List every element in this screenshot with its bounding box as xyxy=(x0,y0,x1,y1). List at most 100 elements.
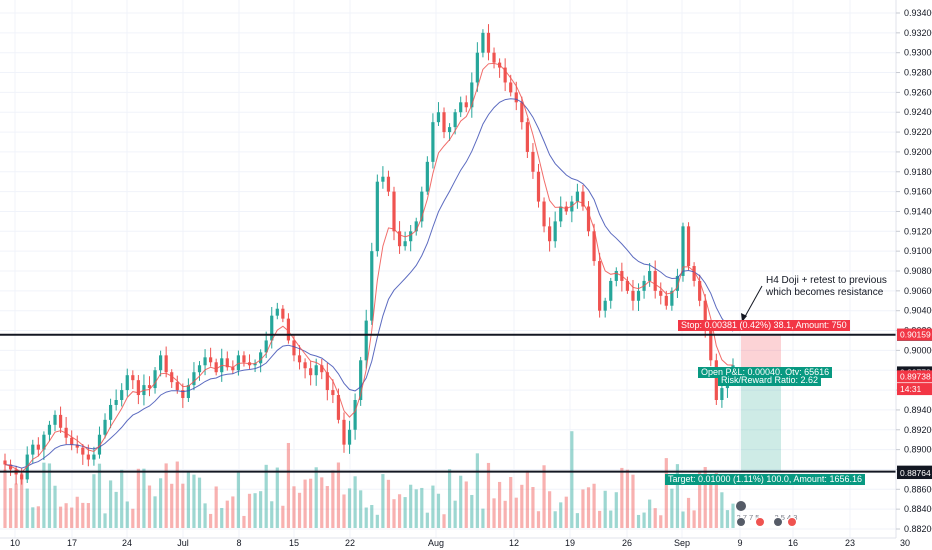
volume-bar xyxy=(153,496,157,528)
candle-body xyxy=(659,290,663,296)
candle-body xyxy=(381,176,385,182)
candle-body xyxy=(186,385,190,399)
time-axis[interactable]: 10 17 24 Jul 8 15 22 Aug 12 19 26 Sep 9 16 23 30 xyxy=(10,538,910,548)
candle-body xyxy=(253,363,257,366)
price-tag-bg xyxy=(897,467,932,480)
stop-zone xyxy=(741,334,781,373)
grid-lines xyxy=(0,0,896,538)
volume-bar xyxy=(598,510,602,528)
candle-body xyxy=(703,300,707,331)
volume-bar xyxy=(414,489,418,528)
event-flag-icon[interactable] xyxy=(773,517,783,527)
risk-reward-label[interactable]: Risk/Reward Ratio: 2.62 xyxy=(718,375,822,386)
candle-body xyxy=(525,122,529,152)
candle-body xyxy=(236,355,241,371)
candle-body xyxy=(392,191,396,232)
candle-body xyxy=(31,444,35,455)
price-tag-bg xyxy=(897,328,932,341)
volume-bar xyxy=(170,483,174,528)
volume-bar xyxy=(542,465,546,528)
candle-body xyxy=(36,444,40,450)
target-label[interactable]: Target: 0.01000 (1.11%) 100.0, Amount: 1… xyxy=(665,474,865,485)
volume-bar xyxy=(481,508,485,528)
open-pl-label[interactable]: Open P&L: 0.00040, Qty: 65616 xyxy=(698,367,833,378)
volume-bar xyxy=(386,479,391,528)
volume-bar xyxy=(353,476,357,528)
volume-bar xyxy=(520,484,524,528)
candle-body xyxy=(375,181,379,252)
candle-body xyxy=(542,201,546,227)
price-tag[interactable]: 0.88764 xyxy=(897,467,932,480)
candle-body xyxy=(364,320,368,361)
volume-bar xyxy=(25,488,29,528)
candle-body xyxy=(125,375,129,391)
event-marker-circle[interactable] xyxy=(736,501,746,511)
horizontal-levels[interactable] xyxy=(0,333,896,473)
volume-bar xyxy=(459,475,463,528)
price-tag-text: 0.90159 xyxy=(900,330,931,340)
volume-bar xyxy=(470,494,474,528)
event-flag-icon[interactable] xyxy=(755,517,765,527)
candle-body xyxy=(81,447,85,455)
volume-bar xyxy=(486,462,491,528)
volume-bar xyxy=(631,474,635,528)
candle-body xyxy=(103,419,107,435)
volume-bar xyxy=(125,501,129,528)
candle-body xyxy=(503,67,507,83)
volume-bar xyxy=(114,491,118,528)
time-tick-label: 24 xyxy=(122,538,132,548)
volume-bar xyxy=(175,461,179,528)
volume-bar xyxy=(375,514,379,528)
price-tag[interactable]: 0.90159 xyxy=(897,328,932,341)
candle-body xyxy=(431,122,435,162)
volume-bar xyxy=(81,502,85,528)
volume-bar xyxy=(714,473,718,528)
volume-bar xyxy=(14,483,18,528)
candle-body xyxy=(614,271,618,281)
volume-bar xyxy=(336,462,341,528)
annotation-callout[interactable] xyxy=(741,285,763,323)
event-flag-icon[interactable] xyxy=(787,517,797,527)
candle-body xyxy=(8,464,13,470)
candle-body xyxy=(53,414,57,425)
volume-bar xyxy=(164,463,168,528)
price-tag[interactable]: 0.89738 xyxy=(897,370,932,383)
candle-body xyxy=(481,32,485,53)
candle-body xyxy=(281,308,285,319)
volume-bar xyxy=(159,478,163,528)
candle-body xyxy=(397,231,402,247)
volume-bar xyxy=(648,499,652,528)
target-zone xyxy=(741,372,781,472)
candle-body xyxy=(536,171,541,202)
stop-label[interactable]: Stop: 0.00381 (0.42%) 38.1, Amount: 750 xyxy=(678,320,850,331)
candle-body xyxy=(136,380,140,396)
candle-body xyxy=(203,357,207,366)
volume-bar xyxy=(364,507,368,528)
volume-bar xyxy=(259,491,263,528)
candle-body xyxy=(698,280,702,301)
candle-body xyxy=(47,424,52,435)
volume-bar xyxy=(131,508,135,528)
volume-bar xyxy=(642,512,646,528)
annotation-text[interactable]: H4 Doji + retest to previous which becom… xyxy=(766,275,887,299)
event-markers[interactable]: 2 7 7 5 2 5 4 3 xyxy=(736,501,797,527)
candle-body xyxy=(97,434,102,455)
volume-bar xyxy=(731,503,735,528)
volume-bar xyxy=(142,468,146,528)
event-flag-icon[interactable] xyxy=(736,517,746,527)
candle-body xyxy=(720,388,724,400)
price-tag[interactable]: 14:31 xyxy=(897,383,932,396)
volume-bar xyxy=(347,488,352,528)
volume-bar xyxy=(186,472,190,528)
volume-bar xyxy=(570,431,574,528)
candle-body xyxy=(275,308,279,316)
volume-bar xyxy=(620,467,624,528)
